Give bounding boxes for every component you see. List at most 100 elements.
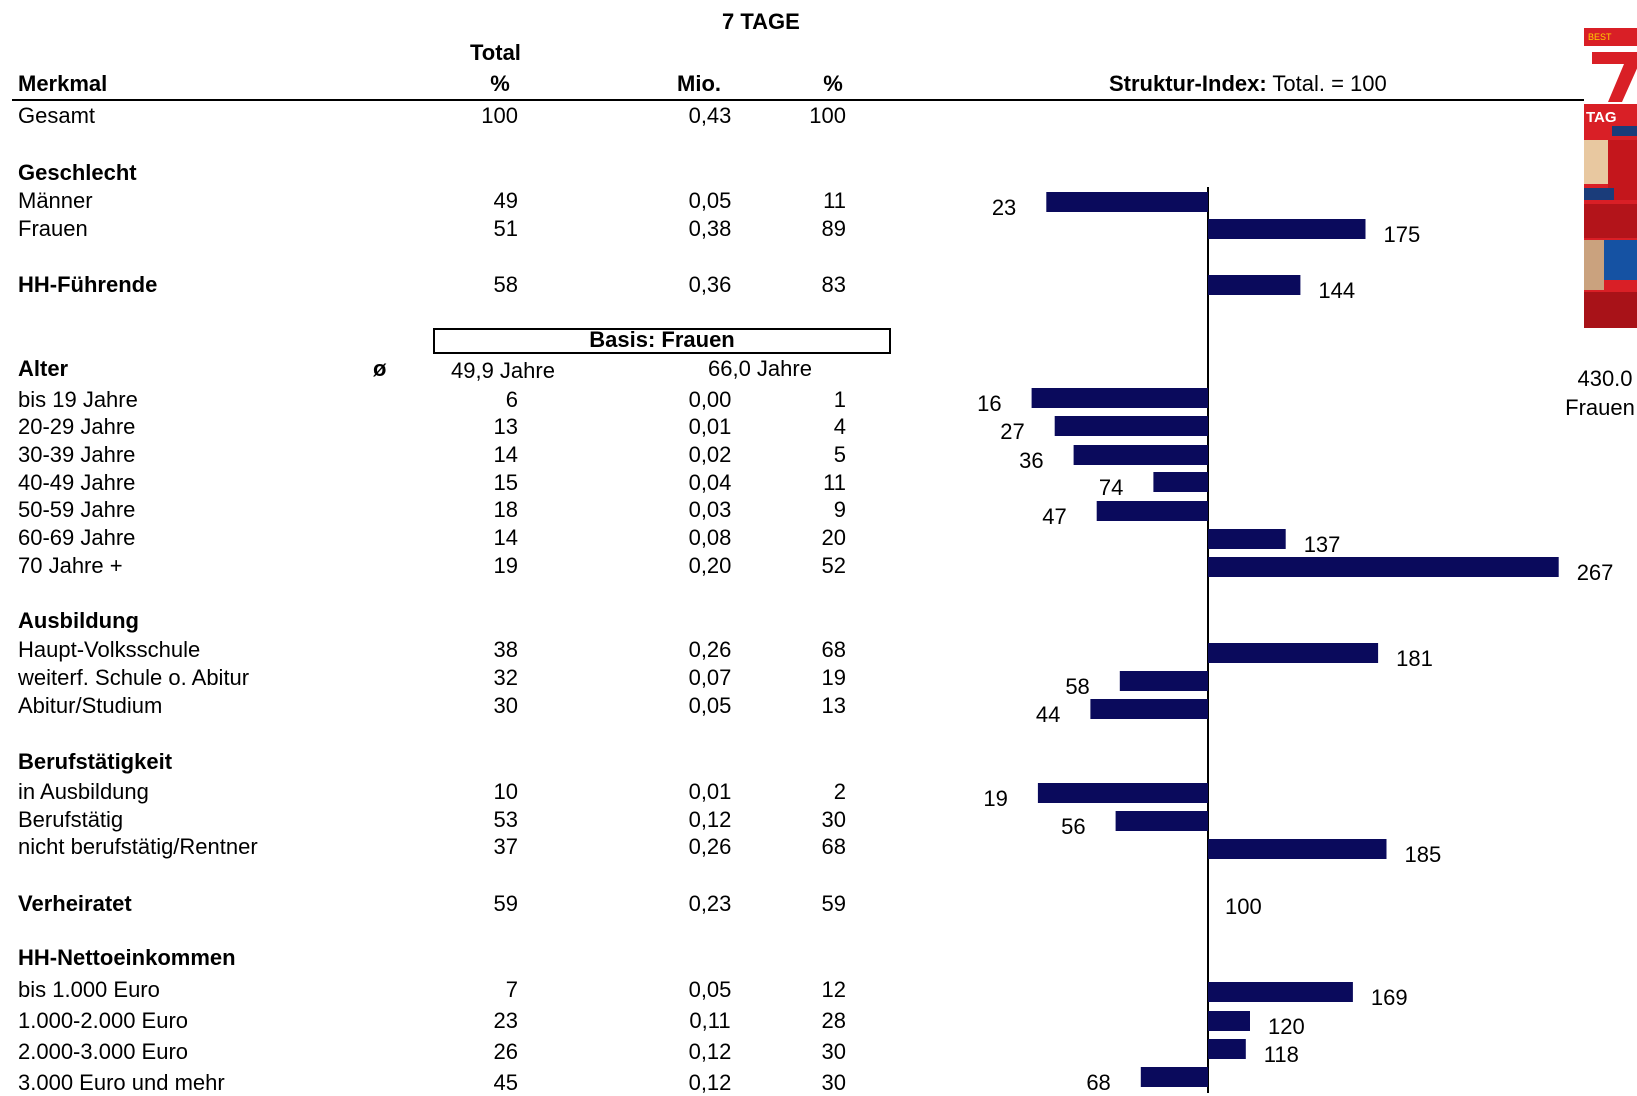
index-value-label: 58 — [1065, 674, 1089, 699]
average-age-frauen: 66,0 Jahre — [708, 356, 812, 381]
row-total-pct: 45 — [493, 1070, 518, 1095]
row-label: weiterf. Schule o. Abitur — [18, 665, 250, 690]
row-pct: 19 — [821, 665, 846, 690]
reach-value: 430.0 — [1577, 366, 1633, 391]
row-mio: 0,12 — [688, 807, 732, 832]
row-mio: 0,08 — [688, 525, 732, 550]
index-bar — [1208, 839, 1387, 859]
row-label: HH-Führende — [18, 272, 158, 297]
row-total-pct: 37 — [493, 834, 518, 859]
row-pct: 1 — [833, 387, 846, 412]
index-bar — [1208, 529, 1286, 549]
row-mio: 0,05 — [688, 188, 732, 213]
row-mio: 0,00 — [688, 387, 732, 412]
svg-text:TAG: TAG — [1586, 109, 1617, 126]
row-total-pct: 53 — [493, 807, 518, 832]
row-mio: 0,36 — [688, 272, 732, 297]
col-header-mio: Mio. — [677, 71, 721, 96]
magazine-cover-thumbnail: BEST TAG — [1584, 28, 1637, 328]
index-value-label: 16 — [977, 391, 1001, 416]
row-total-pct: 7 — [505, 977, 518, 1002]
index-bar — [1208, 1011, 1250, 1031]
row-pct: 30 — [821, 1039, 846, 1064]
index-value-label: 47 — [1042, 504, 1066, 529]
row-pct: 28 — [821, 1008, 846, 1033]
row-pct: 13 — [821, 693, 846, 718]
row-label: 40-49 Jahre — [18, 470, 136, 495]
index-value-label: 44 — [1036, 702, 1060, 727]
row-total-pct: 30 — [493, 693, 518, 718]
row-mio: 0,23 — [688, 891, 732, 916]
index-value-label: 36 — [1019, 448, 1043, 473]
index-bar — [1208, 982, 1353, 1002]
average-age-total: 49,9 Jahre — [451, 358, 555, 383]
index-value-label: 181 — [1396, 646, 1433, 671]
index-bar — [1208, 643, 1379, 663]
row-mio: 0,26 — [688, 637, 732, 662]
row-total-pct: 51 — [493, 216, 518, 241]
row-mio: 0,04 — [688, 470, 732, 495]
index-bar — [1073, 445, 1208, 465]
row-pct: 5 — [833, 442, 846, 467]
row-total-pct: 14 — [493, 442, 518, 467]
row-label: Männer — [18, 188, 93, 213]
index-bar — [1140, 1067, 1208, 1087]
row-pct: 30 — [821, 1070, 846, 1095]
index-value-label: 175 — [1384, 222, 1421, 247]
row-label: 30-39 Jahre — [18, 442, 136, 467]
row-label: Berufstätig — [18, 807, 124, 832]
row-label: Verheiratet — [18, 891, 132, 916]
col-header-pct: % — [823, 71, 843, 96]
row-label: 3.000 Euro und mehr — [18, 1070, 225, 1095]
index-bar — [1153, 472, 1208, 492]
index-bar — [1208, 275, 1301, 295]
index-bar — [1031, 388, 1208, 408]
section-berufstaetigkeit: Berufstätigkeit — [18, 749, 173, 774]
row-pct: 83 — [821, 272, 846, 297]
index-value-label: 120 — [1268, 1014, 1305, 1039]
row-total-pct: 13 — [493, 414, 518, 439]
basis-box — [433, 328, 891, 354]
index-value-label: 144 — [1318, 278, 1355, 303]
row-pct: 20 — [821, 525, 846, 550]
row-mio: 0,11 — [689, 1008, 731, 1033]
row-total-pct: 59 — [493, 891, 518, 916]
row-total-pct: 18 — [493, 497, 518, 522]
index-value-label: 267 — [1577, 560, 1614, 585]
index-value-label: 137 — [1304, 532, 1341, 557]
row-pct: 2 — [833, 779, 846, 804]
struktur-index-header: Struktur-Index: Total. = 100 — [1109, 71, 1387, 97]
row-total-pct: 23 — [493, 1008, 518, 1033]
row-mio: 0,03 — [688, 497, 732, 522]
row-label: Gesamt — [18, 103, 96, 128]
row-total-pct: 38 — [493, 637, 518, 662]
row-pct: 89 — [821, 216, 846, 241]
target-group: Frauen — [1565, 395, 1635, 420]
row-label: 1.000-2.000 Euro — [18, 1008, 189, 1033]
index-value-label: 169 — [1371, 985, 1408, 1010]
index-bar — [1096, 501, 1208, 521]
row-label: bis 19 Jahre — [18, 387, 138, 412]
row-mio: 0,43 — [688, 103, 732, 128]
index-value-label: 185 — [1405, 842, 1442, 867]
struktur-index-base: Total. = 100 — [1272, 71, 1387, 96]
index-value-label: 27 — [1000, 419, 1024, 444]
row-mio: 0,38 — [688, 216, 732, 241]
row-label: Frauen — [18, 216, 88, 241]
row-pct: 11 — [823, 470, 846, 495]
section-nettoeinkommen: HH-Nettoeinkommen — [18, 945, 236, 970]
index-value-label: 19 — [983, 786, 1007, 811]
row-mio: 0,12 — [688, 1070, 732, 1095]
row-mio: 0,26 — [688, 834, 732, 859]
index-bar — [1208, 557, 1559, 577]
row-mio: 0,05 — [688, 977, 732, 1002]
index-bar — [1046, 192, 1208, 212]
row-total-pct: 10 — [493, 779, 518, 804]
row-mio: 0,05 — [688, 693, 732, 718]
index-value-label: 118 — [1264, 1042, 1299, 1067]
row-pct: 12 — [821, 977, 846, 1002]
row-pct: 9 — [833, 497, 846, 522]
row-total-pct: 49 — [493, 188, 518, 213]
section-ausbildung: Ausbildung — [18, 608, 139, 633]
